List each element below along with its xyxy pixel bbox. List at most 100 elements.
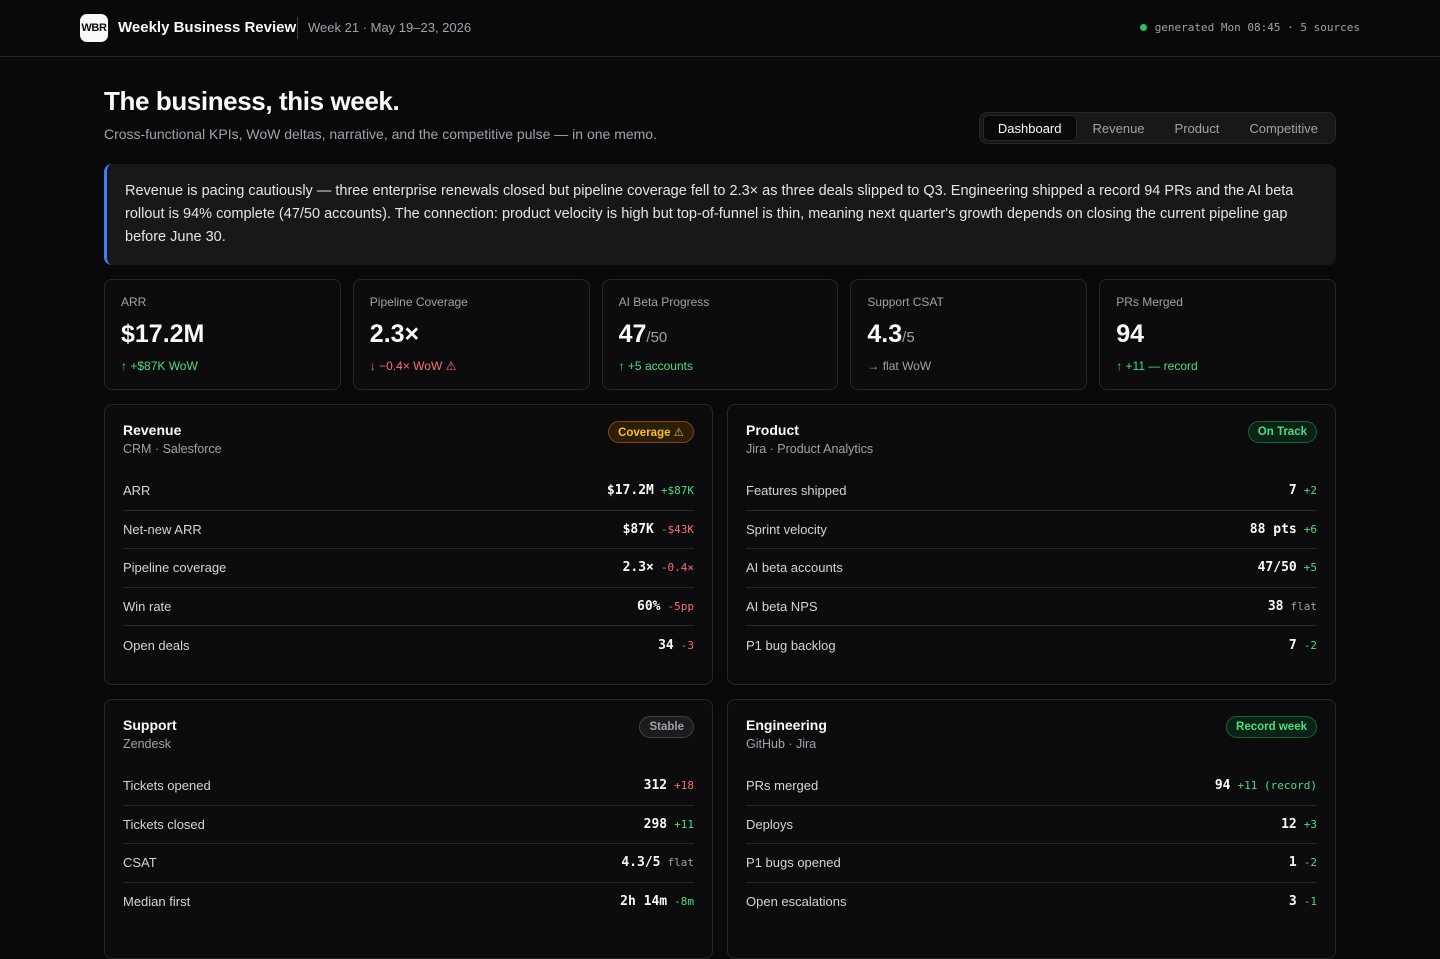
metric-label: Deploys bbox=[746, 816, 793, 832]
metric-delta: flat bbox=[667, 856, 695, 870]
metric-row: Features shipped 7 +2 bbox=[746, 472, 1317, 511]
metric-delta: +18 bbox=[674, 779, 694, 793]
metric-label: Pipeline coverage bbox=[123, 560, 227, 576]
panel-product: Product Jira · Product Analytics On Trac… bbox=[727, 404, 1336, 685]
tab-competitive[interactable]: Competitive bbox=[1249, 120, 1318, 136]
metric-value: $17.2M bbox=[606, 483, 654, 499]
status-text: generated Mon 08:45 · 5 sources bbox=[1154, 21, 1360, 34]
metric-label: P1 bug backlog bbox=[746, 637, 836, 653]
metric-value: $87K bbox=[622, 521, 654, 537]
metric-row: ARR $17.2M +$87K bbox=[123, 472, 694, 511]
metric-row: Pipeline coverage 2.3× -0.4× bbox=[123, 549, 694, 588]
panel-engineering: Engineering GitHub · Jira Record week PR… bbox=[727, 699, 1336, 959]
metric-value: 94 bbox=[1214, 778, 1231, 794]
metric-delta: -8m bbox=[674, 895, 694, 909]
panel-source: GitHub · Jira bbox=[746, 737, 817, 751]
metric-delta: +3 bbox=[1303, 817, 1317, 831]
kpi-card-ai-beta: AI Beta Progress 47/50 ↑ +5 accounts bbox=[601, 279, 839, 390]
metric-row: Net-new ARR $87K -$43K bbox=[123, 511, 694, 549]
metric-label: CSAT bbox=[123, 855, 157, 871]
kpi-delta: ↓ −0.4× WoW ⚠ bbox=[369, 359, 457, 373]
metric-row: AI beta accounts 47/50 +5 bbox=[746, 549, 1317, 588]
kpi-delta: → flat WoW bbox=[867, 359, 932, 373]
metric-row: Tickets closed 298 +11 bbox=[123, 806, 694, 844]
metric-delta: -1 bbox=[1303, 895, 1317, 909]
metric-value: 298 bbox=[643, 816, 668, 832]
kpi-delta: ↑ +$87K WoW bbox=[121, 359, 198, 373]
panel-title: Revenue bbox=[123, 422, 182, 438]
metric-value: 12 bbox=[1281, 816, 1297, 832]
kpi-label: ARR bbox=[121, 295, 147, 309]
metric-delta: flat bbox=[1290, 599, 1318, 613]
metric-value: 4.3/5 bbox=[621, 855, 661, 871]
top-bar: WBR Weekly Business Review Week 21 · May… bbox=[0, 0, 1440, 57]
kpi-value: $17.2M bbox=[121, 320, 205, 348]
metric-row: Win rate 60% -5pp bbox=[123, 588, 695, 626]
metric-row: Open deals 34 -3 bbox=[123, 626, 694, 665]
metric-value: 312 bbox=[643, 778, 668, 794]
metric-value: 2.3× bbox=[622, 560, 654, 576]
status-badge: Record week bbox=[1226, 716, 1317, 738]
metric-row: AI beta NPS 38 flat bbox=[746, 588, 1318, 626]
status-dot-icon bbox=[1139, 24, 1147, 31]
panel-source: Jira · Product Analytics bbox=[746, 442, 874, 456]
metric-label: Median first bbox=[123, 894, 191, 910]
metric-delta: +5 bbox=[1303, 561, 1317, 575]
page-subtitle: Cross-functional KPIs, WoW deltas, narra… bbox=[104, 126, 657, 142]
metric-label: Tickets closed bbox=[123, 816, 205, 832]
status-badge: On Track bbox=[1247, 421, 1317, 443]
metric-delta: -$43K bbox=[660, 522, 694, 536]
metric-delta: +2 bbox=[1303, 484, 1317, 498]
metric-row: P1 bugs opened 1 -2 bbox=[746, 844, 1317, 883]
kpi-row: ARR $17.2M ↑ +$87K WoW Pipeline Coverage… bbox=[104, 279, 1336, 390]
view-tabs: Dashboard Revenue Product Competitive bbox=[978, 112, 1336, 144]
metric-list: ARR $17.2M +$87K Net-new ARR $87K -$43K Pi… bbox=[123, 472, 694, 665]
metric-delta: -2 bbox=[1303, 638, 1317, 652]
metric-row: Tickets opened 312 +18 bbox=[123, 767, 694, 806]
metric-value: 47/50 bbox=[1257, 560, 1297, 576]
metric-label: PRs merged bbox=[746, 778, 819, 794]
metric-delta: -0.4× bbox=[660, 561, 694, 575]
metric-label: Open deals bbox=[123, 637, 190, 653]
metric-delta: +11 (record) bbox=[1237, 779, 1317, 793]
metric-delta: -3 bbox=[680, 638, 694, 652]
metric-row: Sprint velocity 88 pts +6 bbox=[746, 511, 1317, 549]
panel-title: Engineering bbox=[746, 717, 827, 733]
panel-title: Support bbox=[123, 717, 177, 733]
metric-delta: -5pp bbox=[667, 599, 695, 613]
kpi-card-csat: Support CSAT 4.3/5 → flat WoW bbox=[850, 279, 1088, 390]
metric-label: Win rate bbox=[123, 598, 172, 614]
metric-value: 7 bbox=[1288, 637, 1297, 653]
kpi-card-arr: ARR $17.2M ↑ +$87K WoW bbox=[104, 279, 341, 390]
metric-row: Median first 2h 14m -8m bbox=[123, 883, 694, 922]
kpi-card-prs: PRs Merged 94 ↑ +11 — record bbox=[1099, 279, 1336, 390]
panel-support: Support Zendesk Stable Tickets opened 31… bbox=[104, 699, 713, 959]
metric-label: Sprint velocity bbox=[746, 521, 827, 537]
status-badge: Stable bbox=[639, 716, 694, 738]
kpi-label: Pipeline Coverage bbox=[369, 295, 468, 309]
metric-delta: +6 bbox=[1303, 522, 1317, 536]
metric-value: 7 bbox=[1288, 483, 1297, 499]
metric-label: Open escalations bbox=[746, 894, 847, 910]
kpi-label: AI Beta Progress bbox=[618, 295, 710, 309]
app-logo: WBR bbox=[80, 14, 108, 42]
tab-product[interactable]: Product bbox=[1174, 120, 1220, 136]
metric-label: Tickets opened bbox=[123, 778, 211, 794]
header-divider bbox=[297, 17, 298, 39]
metric-list: PRs merged 94 +11 (record) Deploys 12 +3 P… bbox=[746, 767, 1317, 921]
kpi-label: Support CSAT bbox=[867, 295, 944, 309]
metric-label: AI beta accounts bbox=[746, 560, 843, 576]
kpi-delta: ↑ +5 accounts bbox=[618, 359, 693, 373]
panel-revenue: Revenue CRM · Salesforce Coverage ⚠ ARR … bbox=[104, 404, 713, 685]
kpi-delta: ↑ +11 — record bbox=[1116, 359, 1198, 373]
tab-revenue[interactable]: Revenue bbox=[1092, 120, 1145, 136]
metric-value: 3 bbox=[1288, 894, 1297, 910]
metric-value: 2h 14m bbox=[620, 894, 668, 910]
metric-row: CSAT 4.3/5 flat bbox=[123, 844, 694, 883]
week-range: Week 21 · May 19–23, 2026 bbox=[308, 20, 472, 35]
metric-row: Deploys 12 +3 bbox=[746, 806, 1317, 844]
tab-dashboard[interactable]: Dashboard bbox=[982, 115, 1077, 141]
metric-label: Net-new ARR bbox=[123, 521, 202, 537]
metric-delta: +$87K bbox=[660, 484, 694, 498]
status-badge: Coverage ⚠ bbox=[608, 421, 694, 443]
